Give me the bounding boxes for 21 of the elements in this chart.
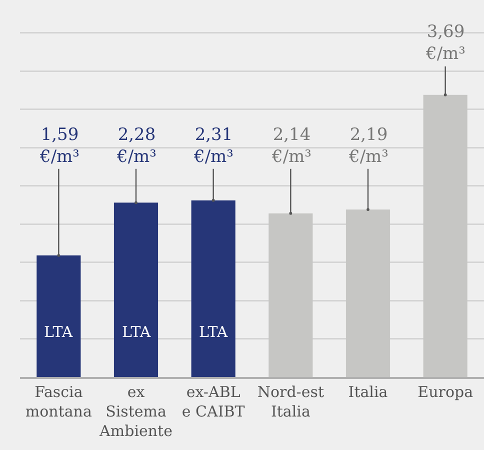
bar — [346, 210, 390, 377]
x-tick-label: ex Sistema Ambiente — [98, 383, 173, 440]
bar — [36, 255, 81, 377]
x-tick-label: Europa — [418, 383, 474, 401]
data-label: 2,14 €/m³ — [271, 125, 312, 168]
bar — [191, 200, 236, 377]
bar — [268, 213, 313, 377]
bar — [114, 202, 158, 377]
data-label: 2,19 €/m³ — [348, 125, 388, 168]
data-label: 3,69 €/m³ — [425, 22, 466, 64]
x-tick-label: ex-ABL e CAIBT — [182, 383, 245, 420]
data-label: 2,31 €/m³ — [193, 125, 234, 168]
x-tick-label: Fascia montana — [25, 383, 92, 420]
x-tick-label: Nord-est Italia — [257, 383, 324, 420]
x-tick-label: Italia — [348, 383, 388, 401]
bar — [423, 94, 468, 377]
data-label: 2,28 €/m³ — [116, 125, 156, 168]
annotation: LTA — [199, 323, 228, 341]
data-label: 1,59 €/m³ — [39, 125, 80, 168]
annotation: LTA — [44, 323, 73, 341]
annotation: LTA — [122, 323, 151, 341]
